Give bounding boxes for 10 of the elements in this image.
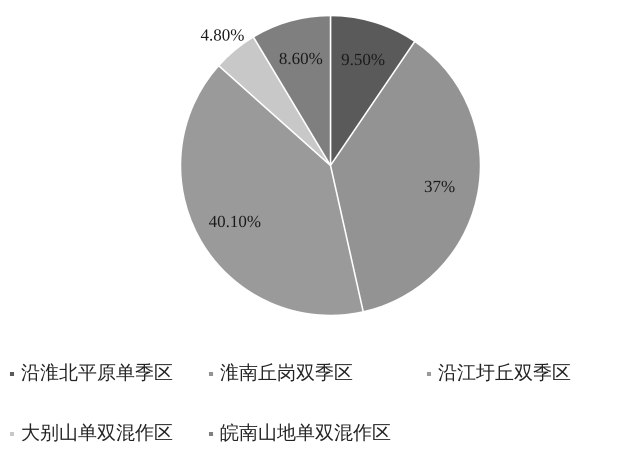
legend-label: 大别山单双混作区 <box>21 421 173 446</box>
data-label: 9.50% <box>341 50 386 69</box>
legend-label: 淮南丘岗双季区 <box>220 361 353 386</box>
data-label: 40.10% <box>208 212 261 232</box>
data-label: 4.80% <box>200 25 244 44</box>
data-label: 37% <box>424 176 456 196</box>
legend-label: 皖南山地单双混作区 <box>220 421 391 446</box>
legend-label: 沿江圩丘双季区 <box>438 361 571 386</box>
legend-label: 沿淮北平原单季区 <box>21 361 173 386</box>
data-label: 8.60% <box>278 49 323 68</box>
